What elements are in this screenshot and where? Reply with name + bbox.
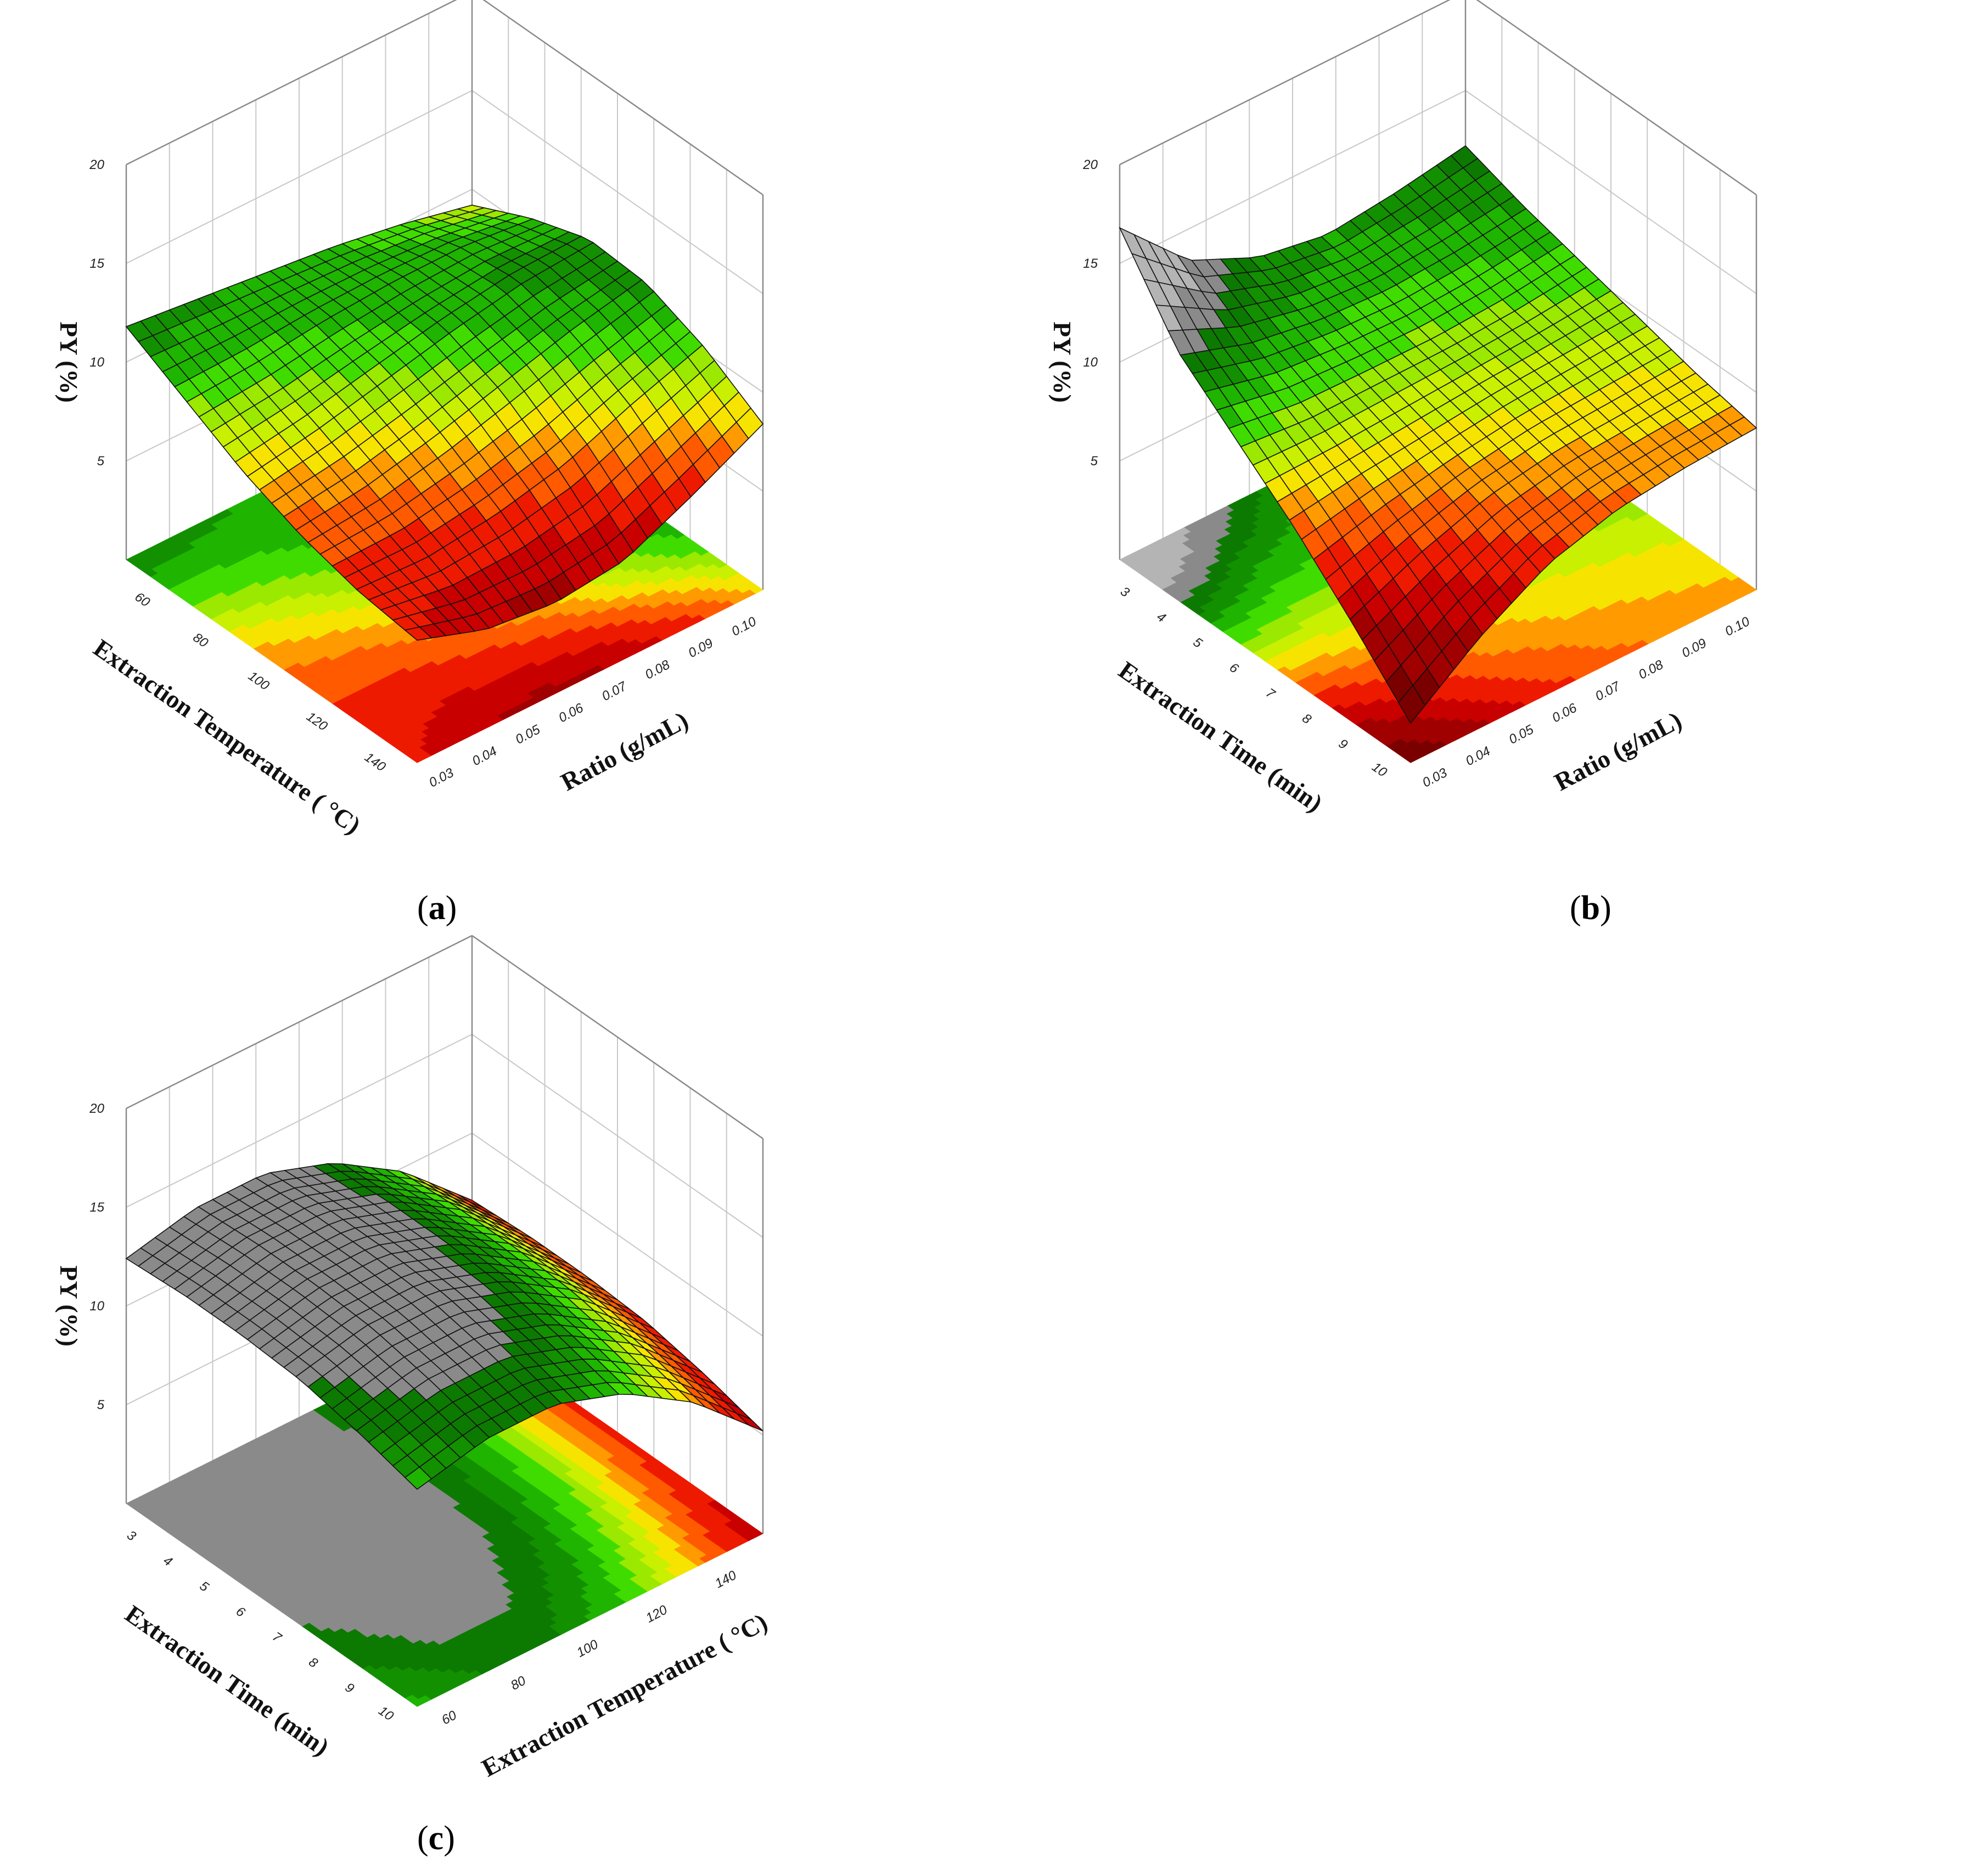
- plot-a-y-tick-label: 0.10: [729, 614, 759, 639]
- plot-b-frame-edge-5: [1119, 0, 1451, 166]
- plot-a-z-tick-label: 5: [97, 454, 105, 469]
- plot-a-x-tick-label: 60: [132, 589, 153, 610]
- plot-a-grid-z-a-3: [471, 90, 763, 294]
- plot-a-x-tick-label: 80: [190, 630, 211, 651]
- plot-b-frame-edge-4: [1476, 0, 1757, 196]
- plot-a-surface: [125, 204, 764, 641]
- plot-a-z-tick-label: 20: [89, 157, 104, 172]
- plot-a-y-tick-label: 0.09: [686, 635, 716, 661]
- plot-a-z-tick-label: 10: [89, 355, 104, 370]
- plot-a-y-tick-label: 0.03: [426, 765, 456, 790]
- plot-a-frame-edge-4: [482, 0, 763, 196]
- plot-a-y-axis-title: Ratio (g/mL): [557, 706, 693, 796]
- plot-a-y-tick-label: 0.08: [643, 657, 672, 683]
- plot-a-x-tick-label: 120: [304, 709, 330, 734]
- plot-a-y-tick-label: 0.05: [513, 722, 543, 747]
- plot-a-surface-cell: [404, 626, 433, 641]
- surface-plot-b: 5 10 15 20 3 4 5 6 7 8 9 10 0.03 0.04 0.05 0.06 0.07 0.08…: [993, 0, 1981, 878]
- plot-a-x-tick-label: 140: [362, 750, 389, 774]
- plot-a-y-tick-label: 0.06: [556, 700, 586, 725]
- plot-a-y-tick-label: 0.07: [599, 678, 630, 704]
- plot-b-grid-z-b-3: [1119, 90, 1466, 264]
- plot-a-x-tick-label: 100: [245, 668, 272, 693]
- plot-a-z-axis-title: PY (%): [55, 322, 83, 403]
- plot-a-svg: 5 10 15 20 60 80 100 120 140 0.03 0.04 0.05 0.06 0.07…: [55, 0, 764, 840]
- plot-a-frame-edge-5: [126, 0, 457, 166]
- plot-b-grid-z-a-3: [1465, 90, 1757, 294]
- plot-a-grid-z-b-3: [126, 90, 473, 264]
- surface-plot-a: 5 10 15 20 60 80 100 120 140 0.03 0.04 0.05 0.06 0.07…: [0, 0, 988, 878]
- plot-a-y-tick-label: 0.04: [470, 744, 499, 769]
- plot-a-z-tick-label: 15: [89, 256, 104, 271]
